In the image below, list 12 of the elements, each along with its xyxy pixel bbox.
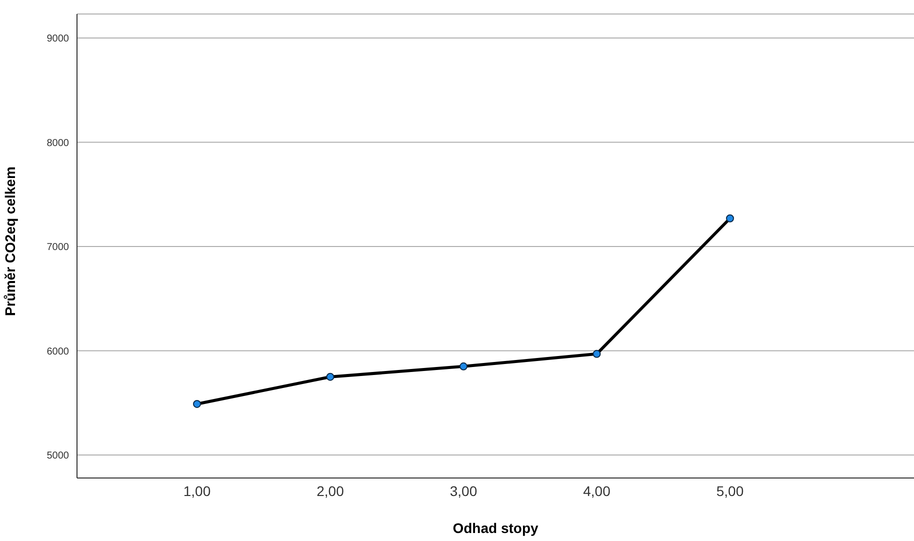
x-axis-title: Odhad stopy [452, 520, 538, 536]
x-tick-label: 4,00 [583, 482, 611, 499]
y-tick-label: 7000 [46, 242, 70, 254]
y-tick-label: 8000 [46, 138, 70, 149]
y-tick-label: 6000 [46, 346, 70, 358]
x-tick-label: 1,00 [183, 482, 211, 499]
y-axis-title: Průměr CO2eq celkem [2, 166, 18, 316]
y-tick-label: 5000 [46, 450, 70, 462]
x-tick-label: 2,00 [316, 482, 344, 499]
y-tick-label: 9000 [46, 34, 70, 45]
x-tick-label: 3,00 [450, 482, 478, 499]
x-tick-label: 5,00 [716, 482, 744, 499]
